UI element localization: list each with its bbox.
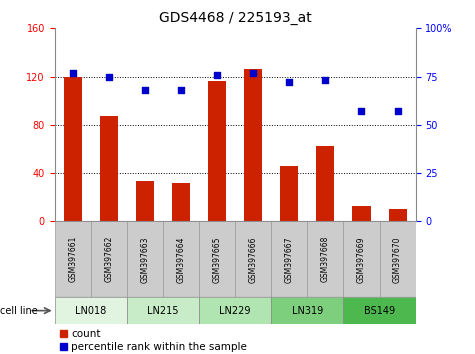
Text: GSM397668: GSM397668 <box>321 236 330 282</box>
Text: LN018: LN018 <box>75 306 106 316</box>
Bar <box>55 297 127 324</box>
Bar <box>100 116 118 221</box>
Bar <box>163 221 199 297</box>
Point <box>213 72 221 78</box>
Text: GSM397661: GSM397661 <box>68 236 77 282</box>
Title: GDS4468 / 225193_at: GDS4468 / 225193_at <box>159 11 312 24</box>
Bar <box>271 297 343 324</box>
Bar <box>352 206 370 221</box>
Bar <box>199 297 271 324</box>
Bar <box>64 76 82 221</box>
Text: GSM397663: GSM397663 <box>141 236 149 282</box>
Bar <box>280 166 298 221</box>
Point <box>358 108 365 114</box>
Text: LN229: LN229 <box>219 306 251 316</box>
Text: LN319: LN319 <box>292 306 323 316</box>
Legend: count, percentile rank within the sample: count, percentile rank within the sample <box>60 329 247 352</box>
Point <box>69 70 76 75</box>
Text: GSM397662: GSM397662 <box>104 236 113 282</box>
Bar <box>199 221 235 297</box>
Bar <box>244 69 262 221</box>
Bar <box>208 81 226 221</box>
Bar <box>136 182 154 221</box>
Bar <box>127 221 163 297</box>
Text: cell line: cell line <box>0 306 41 316</box>
Text: GSM397664: GSM397664 <box>177 236 185 282</box>
Bar <box>389 209 407 221</box>
Text: GSM397669: GSM397669 <box>357 236 366 282</box>
Point <box>394 108 401 114</box>
Bar <box>307 221 343 297</box>
Bar <box>235 221 271 297</box>
Bar <box>343 221 380 297</box>
Text: GSM397670: GSM397670 <box>393 236 402 282</box>
Point <box>285 80 293 85</box>
Bar <box>271 221 307 297</box>
Point <box>105 74 113 79</box>
Text: GSM397667: GSM397667 <box>285 236 294 282</box>
Point <box>141 87 149 93</box>
Bar <box>127 297 199 324</box>
Bar <box>55 221 91 297</box>
Text: LN215: LN215 <box>147 306 179 316</box>
Text: GSM397665: GSM397665 <box>213 236 221 282</box>
Bar <box>91 221 127 297</box>
Point <box>322 78 329 83</box>
Bar <box>172 183 190 221</box>
Bar <box>343 297 416 324</box>
Bar <box>316 147 334 221</box>
Point <box>177 87 185 93</box>
Text: GSM397666: GSM397666 <box>249 236 257 282</box>
Bar <box>380 221 416 297</box>
Point <box>249 70 257 75</box>
Text: BS149: BS149 <box>364 306 395 316</box>
